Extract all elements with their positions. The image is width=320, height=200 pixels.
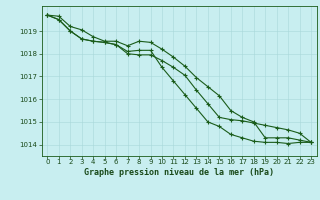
X-axis label: Graphe pression niveau de la mer (hPa): Graphe pression niveau de la mer (hPa) [84,168,274,177]
